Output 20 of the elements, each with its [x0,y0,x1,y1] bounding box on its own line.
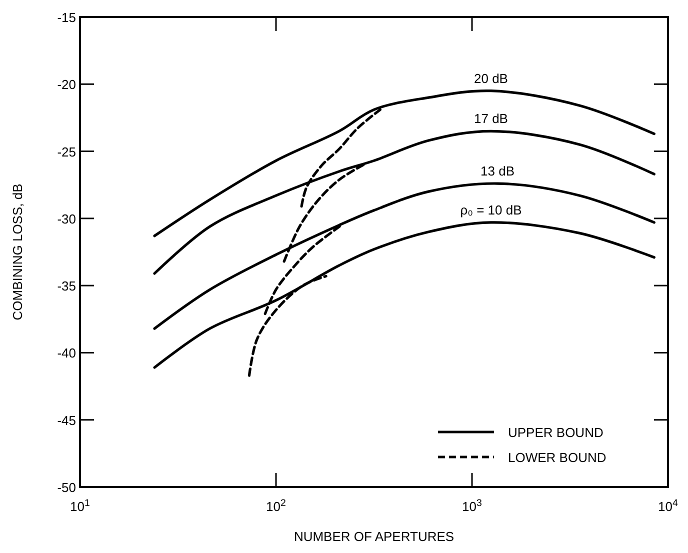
y-tick-label: -20 [57,77,76,92]
annotation: ρ₀ = 10 dB [460,202,522,218]
annotation: 20 dB [474,70,508,86]
annotation: 13 dB [480,164,515,179]
y-axis-title: COMBINING LOSS, dB [10,184,25,320]
x-tick-label: 10$^{3}$ [462,498,482,514]
annotation: 17 dB [474,111,508,126]
y-tick-label: -45 [57,412,76,428]
legend-label: LOWER BOUND [508,450,606,465]
y-tick-label: -25 [57,144,76,160]
y-tick-label: -15 [57,10,76,25]
x-axis-title: NUMBER OF APERTURES [294,529,454,544]
x-tick-label: 10$^{1}$ [70,498,90,514]
y-tick-label: -35 [57,278,76,294]
y-tick-label: -30 [57,211,76,226]
x-tick-label: 10$^{2}$ [266,498,286,514]
y-tick-label: -50 [57,480,76,495]
y-tick-label: -40 [57,346,76,361]
x-tick-label: 10$^{4}$ [658,498,679,514]
legend-label: UPPER BOUND [508,425,604,440]
